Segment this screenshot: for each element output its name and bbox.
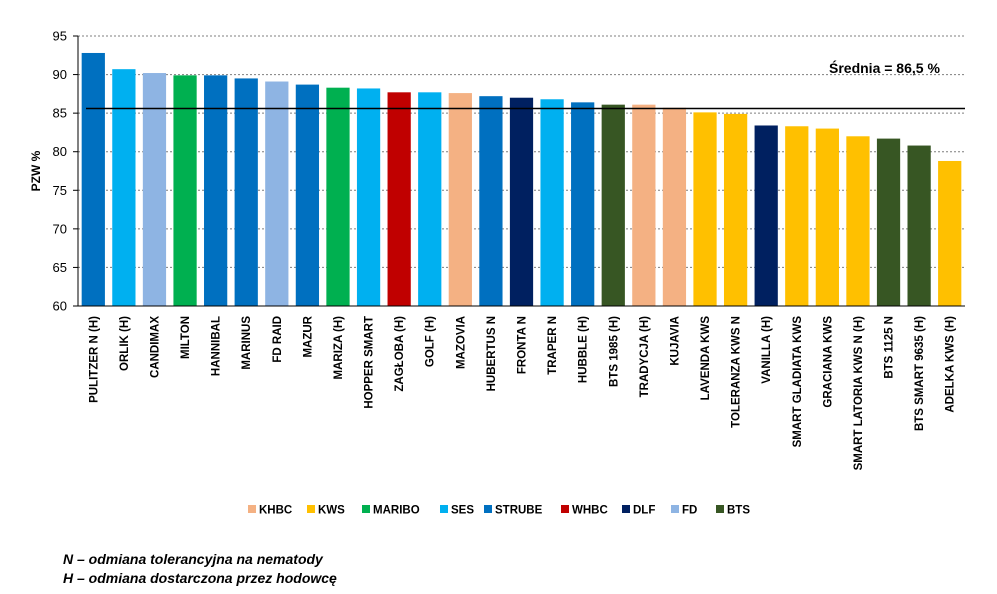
y-axis-label: PZW %	[29, 150, 43, 191]
bar	[387, 92, 411, 306]
bar	[356, 88, 381, 306]
x-category-label: ADELKA KWS (H)	[945, 316, 957, 413]
x-category-label: HANNIBAL	[211, 316, 223, 376]
bar	[754, 125, 778, 306]
x-category-label: TRAPER N	[547, 316, 559, 375]
y-tick-label: 75	[53, 183, 67, 198]
legend-swatch	[671, 505, 679, 513]
x-category-label: MARIZA (H)	[333, 316, 345, 380]
x-category-label: BTS 1985 (H)	[608, 316, 620, 387]
x-category-label: VANILLA (H)	[761, 316, 773, 384]
average-label: Średnia = 86,5 %	[829, 59, 940, 76]
x-category-label: KUJAVIA	[669, 316, 681, 366]
footnote-breeder: H – odmiana dostarczona przez hodowcę	[63, 570, 337, 586]
legend-label: KWS	[318, 505, 345, 517]
bar	[204, 75, 228, 306]
bar	[234, 78, 258, 306]
x-category-label: TRADYCJA (H)	[639, 316, 651, 398]
x-category-labels: PULITZER N (H) ORLIK (H) CANDIMAX MILTON HAN…	[88, 315, 956, 470]
legend-label: MARIBO	[373, 505, 420, 517]
bar	[142, 73, 167, 307]
x-category-label: MILTON	[180, 316, 192, 359]
x-category-label: HOPPER SMART	[364, 316, 376, 409]
legend: KHBC KWS MARIBO SES STRUBE WHBC DLF FD BTS	[248, 505, 750, 517]
x-category-label: MAZOVIA	[455, 316, 467, 369]
bar	[876, 138, 901, 306]
x-category-label: FRONTA N	[517, 316, 529, 374]
x-category-label: HUBBLE (H)	[578, 316, 590, 383]
bar	[326, 87, 350, 306]
bar	[907, 145, 931, 306]
x-category-label: TOLERANZA KWS N	[731, 316, 743, 428]
x-category-label: ORLIK (H)	[119, 316, 131, 371]
bar	[540, 99, 564, 306]
footnote-nematode: N – odmiana tolerancyjna na nematody	[63, 551, 323, 567]
y-tick-label: 60	[53, 299, 67, 314]
legend-swatch	[561, 505, 569, 513]
legend-swatch	[484, 505, 492, 513]
x-category-label: SMART GLADIATA KWS	[792, 316, 804, 448]
legend-label: STRUBE	[495, 505, 543, 517]
y-tick-label: 80	[53, 144, 67, 159]
bar	[448, 93, 472, 306]
x-category-label: HUBERTUS N	[486, 316, 498, 391]
x-category-label: BTS SMART 9635 (H)	[914, 316, 926, 431]
bar	[173, 75, 197, 306]
bar	[785, 126, 809, 306]
bar	[723, 113, 748, 307]
bar	[509, 97, 534, 306]
bar	[662, 107, 687, 306]
y-tick-label: 90	[53, 67, 67, 82]
bar	[112, 69, 136, 307]
legend-label: KHBC	[259, 505, 292, 517]
legend-label: DLF	[633, 505, 655, 517]
legend-swatch	[248, 505, 256, 513]
bar	[265, 81, 289, 306]
x-category-label: CANDIMAX	[149, 316, 161, 378]
bar	[601, 104, 625, 307]
legend-swatch	[716, 505, 724, 513]
bar	[846, 136, 870, 306]
x-category-label: ZAGŁOBA (H)	[394, 316, 406, 392]
legend-label: BTS	[727, 505, 750, 517]
bar	[938, 160, 962, 306]
y-tick-labels: 60 65 70 75 80 85 90 95	[53, 29, 67, 314]
average-line-group: Średnia = 86,5 %	[86, 59, 965, 110]
bars-group	[81, 52, 962, 307]
x-category-label: LAVENDA KWS	[700, 316, 712, 401]
legend-label: SES	[451, 505, 474, 517]
y-tick-label: 85	[53, 106, 67, 121]
legend-swatch	[440, 505, 448, 513]
bar	[81, 52, 105, 306]
x-category-label: MARINUS	[241, 316, 253, 370]
x-category-label: GOLF (H)	[425, 316, 437, 367]
x-category-label: PULITZER N (H)	[88, 316, 100, 403]
bar	[295, 84, 320, 306]
x-category-label: FD RAID	[272, 316, 284, 363]
axes-group	[73, 35, 965, 307]
y-tick-label: 65	[53, 260, 67, 275]
x-category-label: GRACIANA KWS	[822, 316, 834, 408]
bar	[632, 104, 656, 307]
bar	[479, 96, 503, 307]
x-category-label: MAZUR	[302, 315, 314, 357]
y-tick-label: 95	[53, 29, 67, 44]
bar	[815, 128, 839, 306]
bar	[418, 92, 442, 306]
bar	[571, 102, 595, 306]
bar	[693, 112, 717, 306]
legend-label: WHBC	[572, 505, 608, 517]
y-tick-label: 70	[53, 221, 67, 236]
x-category-label: BTS 1125 N	[884, 316, 896, 379]
legend-swatch	[362, 505, 370, 513]
x-category-label: SMART LATORIA KWS N (H)	[853, 316, 865, 471]
legend-label: FD	[682, 505, 697, 517]
legend-swatch	[307, 505, 315, 513]
legend-swatch	[622, 505, 630, 513]
